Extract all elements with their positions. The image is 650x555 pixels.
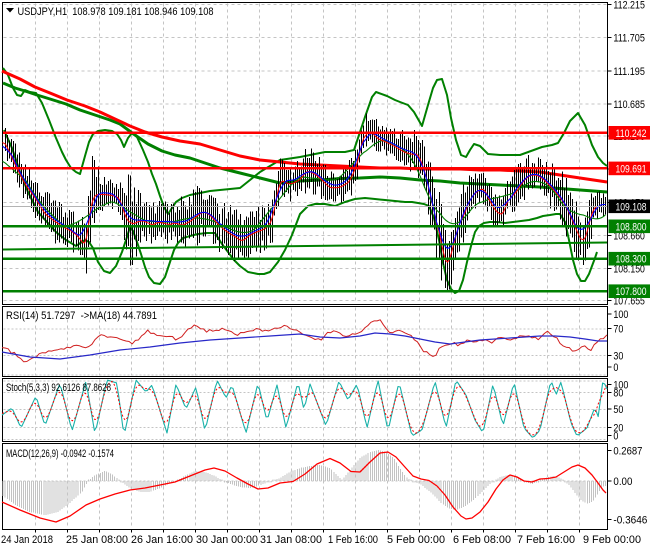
svg-text:5 Feb 00:00: 5 Feb 00:00	[387, 534, 445, 546]
svg-text:30 Jan 00:00: 30 Jan 00:00	[196, 534, 258, 546]
svg-text:108.800: 108.800	[616, 221, 647, 233]
svg-text:26 Jan 16:00: 26 Jan 16:00	[131, 534, 193, 546]
svg-text:50: 50	[613, 404, 623, 416]
svg-text:110.685: 110.685	[613, 99, 645, 111]
svg-text:0.2687: 0.2687	[613, 446, 642, 458]
svg-text:RSI(14) 51.7297 ->MA(18) 44.7: RSI(14) 51.7297 ->MA(18) 44.7891	[6, 310, 157, 322]
svg-text:100: 100	[613, 309, 628, 321]
svg-text:0.00: 0.00	[613, 476, 632, 488]
svg-text:6 Feb 08:00: 6 Feb 08:00	[453, 534, 511, 546]
svg-text:7 Feb 16:00: 7 Feb 16:00	[517, 534, 575, 546]
svg-text:111.195: 111.195	[613, 66, 645, 78]
svg-text:109.691: 109.691	[616, 163, 647, 175]
svg-text:-0.3646: -0.3646	[613, 515, 647, 527]
svg-text:112.215: 112.215	[613, 0, 645, 12]
svg-text:109.108: 109.108	[616, 201, 647, 213]
svg-text:80: 80	[613, 388, 623, 400]
svg-text:0: 0	[613, 362, 618, 374]
svg-text:MACD(12,26,9) -0.0942 -0.1574: MACD(12,26,9) -0.0942 -0.1574	[6, 448, 114, 460]
svg-text:24 Jan 2018: 24 Jan 2018	[1, 534, 53, 546]
svg-text:Stoch(5,3,3) 92.6126 87.8628: Stoch(5,3,3) 92.6126 87.8628	[6, 382, 111, 394]
svg-text:9 Feb 00:00: 9 Feb 00:00	[583, 534, 641, 546]
svg-text:110.242: 110.242	[616, 128, 647, 140]
svg-text:31 Jan 08:00: 31 Jan 08:00	[260, 534, 322, 546]
svg-text:107.800: 107.800	[616, 286, 647, 298]
svg-text:USDJPY,H1 108.978 109.181 108: USDJPY,H1 108.978 109.181 108.946 109.10…	[18, 6, 214, 18]
svg-text:70: 70	[613, 324, 623, 336]
svg-text:30: 30	[613, 350, 623, 362]
svg-text:108.300: 108.300	[616, 254, 647, 266]
svg-text:111.705: 111.705	[613, 33, 645, 45]
svg-text:25 Jan 08:00: 25 Jan 08:00	[66, 534, 128, 546]
svg-text:1 Feb 16:00: 1 Feb 16:00	[328, 534, 378, 546]
svg-text:0: 0	[613, 431, 618, 443]
